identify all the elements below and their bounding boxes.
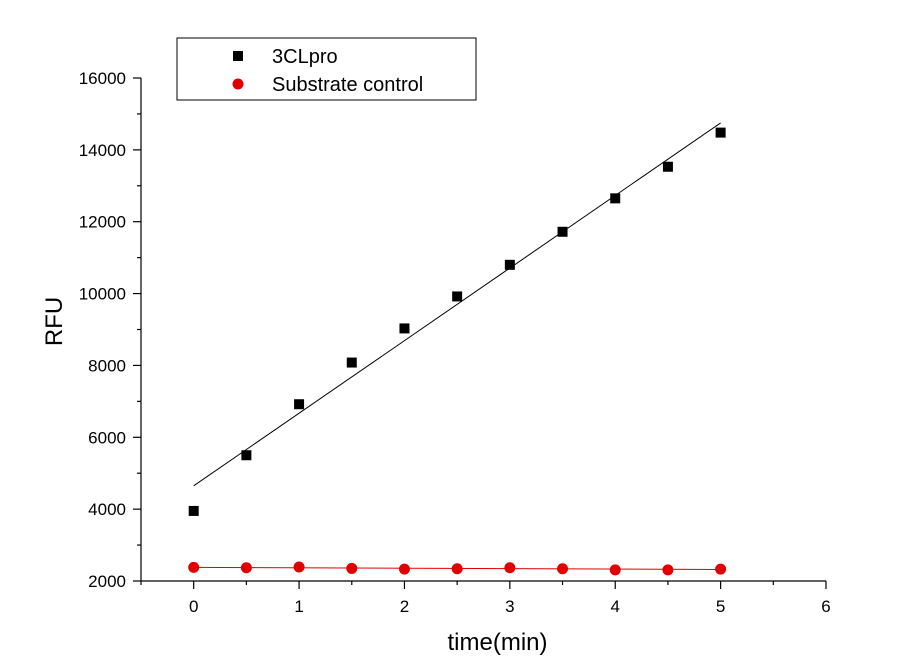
data-point-series-1 — [293, 561, 305, 573]
data-point-series-0 — [662, 161, 673, 172]
data-point-series-0 — [346, 357, 357, 368]
x-tick-label: 0 — [189, 597, 198, 616]
x-tick-label: 6 — [821, 597, 830, 616]
fit-line-0 — [193, 122, 721, 487]
y-tick-label: 4000 — [88, 500, 126, 519]
data-point-series-1 — [451, 563, 463, 575]
data-point-series-1 — [557, 563, 569, 575]
legend-items: 3CLpro Substrate control — [232, 46, 423, 96]
y-tick-label: 2000 — [88, 572, 126, 591]
x-tick-label: 3 — [505, 597, 514, 616]
y-tick-label: 10000 — [79, 285, 126, 304]
legend-marker-0 — [233, 51, 243, 61]
legend-marker-1 — [232, 78, 244, 90]
data-point-series-1 — [504, 562, 516, 574]
data-point-series-1 — [715, 563, 727, 575]
data-point-series-1 — [398, 563, 410, 575]
fit-lines — [193, 122, 721, 571]
data-point-series-1 — [662, 564, 674, 576]
y-tick-label: 12000 — [79, 213, 126, 232]
data-point-series-0 — [294, 399, 305, 410]
data-point-series-0 — [610, 193, 621, 204]
y-axis-title: RFU — [41, 297, 68, 346]
data-point-series-1 — [346, 562, 358, 574]
y-tick-label: 14000 — [79, 141, 126, 160]
data-point-series-1 — [188, 561, 200, 573]
x-tick-label: 4 — [610, 597, 619, 616]
x-axis-title: time(min) — [448, 629, 548, 656]
y-tick-label: 16000 — [79, 69, 126, 88]
data-point-series-0 — [452, 291, 463, 302]
data-point-series-0 — [399, 323, 410, 334]
data-point-series-1 — [240, 562, 252, 574]
data-point-series-0 — [504, 259, 515, 270]
data-point-series-0 — [241, 450, 252, 461]
axis-ticks: 0 1 2 3 4 5 6 2000 4000 6000 8000 10000 12000 14000 16… — [79, 69, 831, 616]
y-tick-label: 6000 — [88, 428, 126, 447]
legend-box — [176, 37, 477, 101]
x-tick-label: 5 — [716, 597, 725, 616]
data-point-series-1 — [609, 564, 621, 576]
legend-label-0: 3CLpro — [272, 46, 338, 68]
x-tick-label: 2 — [400, 597, 409, 616]
data-point-series-0 — [715, 127, 726, 138]
legend-label-1: Substrate control — [272, 74, 423, 96]
data-point-series-0 — [188, 505, 199, 516]
axes — [140, 78, 826, 582]
legend: 3CLpro Substrate control — [176, 37, 477, 101]
x-tick-label: 1 — [294, 597, 303, 616]
data-point-series-0 — [557, 226, 568, 237]
y-tick-label: 8000 — [88, 356, 126, 375]
data-points — [188, 127, 727, 576]
